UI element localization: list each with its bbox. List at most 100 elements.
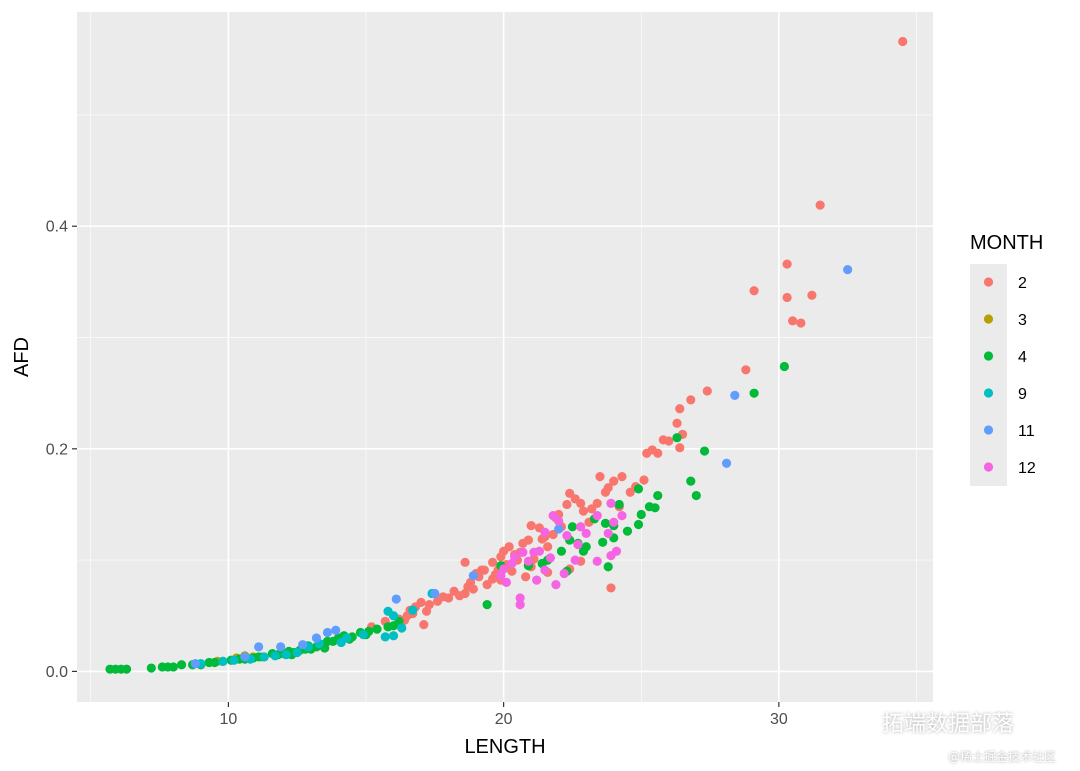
data-point bbox=[532, 575, 542, 585]
data-point bbox=[526, 521, 536, 531]
data-point bbox=[322, 627, 333, 638]
data-point bbox=[721, 458, 732, 468]
data-point bbox=[675, 404, 685, 414]
data-point bbox=[276, 642, 286, 652]
data-point bbox=[617, 510, 627, 521]
data-point bbox=[587, 504, 597, 514]
data-point bbox=[562, 531, 572, 541]
data-point bbox=[229, 655, 239, 665]
data-point bbox=[609, 476, 619, 486]
data-point bbox=[157, 662, 167, 672]
data-point bbox=[240, 652, 250, 662]
data-point bbox=[686, 476, 696, 486]
data-point bbox=[430, 588, 440, 599]
legend-label: 11 bbox=[1018, 423, 1035, 440]
data-point bbox=[259, 652, 269, 662]
data-point bbox=[146, 663, 156, 673]
data-point bbox=[254, 642, 264, 652]
watermark-text: 拓端数据部落 bbox=[882, 712, 1015, 737]
legend-title: MONTH bbox=[970, 232, 1043, 254]
data-point bbox=[482, 600, 492, 610]
data-point bbox=[565, 488, 575, 498]
data-point bbox=[518, 547, 528, 557]
data-point bbox=[449, 586, 459, 596]
data-point bbox=[488, 557, 498, 567]
data-point bbox=[545, 553, 556, 563]
data-point bbox=[460, 557, 470, 567]
data-point bbox=[642, 448, 652, 458]
data-point bbox=[570, 555, 580, 565]
legend-key bbox=[983, 462, 994, 472]
data-point bbox=[468, 571, 478, 581]
data-point bbox=[515, 593, 525, 603]
legend-label: 12 bbox=[1018, 460, 1036, 477]
grid-major bbox=[77, 12, 933, 702]
data-point bbox=[391, 594, 401, 604]
data-point bbox=[843, 265, 853, 275]
y-tick-label: 0.2 bbox=[46, 441, 68, 458]
legend-key bbox=[983, 277, 994, 287]
data-point bbox=[741, 365, 751, 375]
data-point bbox=[358, 630, 368, 640]
data-point bbox=[606, 583, 616, 593]
data-point bbox=[419, 620, 429, 630]
data-point bbox=[496, 552, 506, 562]
data-point bbox=[551, 579, 561, 590]
data-point bbox=[507, 558, 517, 569]
data-point bbox=[218, 656, 228, 666]
legend-key bbox=[983, 425, 994, 435]
data-points bbox=[105, 36, 908, 674]
data-point bbox=[672, 433, 682, 443]
legend-key bbox=[983, 314, 994, 324]
data-point bbox=[559, 568, 569, 579]
data-point bbox=[501, 577, 511, 587]
data-point bbox=[388, 621, 399, 631]
legend-key-background bbox=[970, 264, 1007, 486]
data-point bbox=[691, 490, 701, 501]
data-point bbox=[598, 537, 608, 547]
data-point bbox=[292, 647, 302, 658]
legend-key bbox=[983, 351, 994, 361]
data-point bbox=[782, 259, 792, 269]
data-point bbox=[204, 657, 214, 668]
data-point bbox=[496, 571, 506, 581]
data-point bbox=[543, 542, 553, 552]
legend-items: 2 3 4 9 11 12 bbox=[983, 275, 1036, 477]
data-point bbox=[554, 524, 564, 534]
data-point bbox=[898, 36, 908, 47]
data-point bbox=[556, 546, 567, 556]
data-point bbox=[190, 659, 200, 669]
data-point bbox=[311, 633, 322, 643]
y-tick-label: 0.4 bbox=[46, 219, 68, 236]
data-point bbox=[730, 390, 740, 400]
data-point bbox=[796, 318, 806, 328]
data-point bbox=[609, 517, 619, 527]
data-point bbox=[540, 527, 550, 537]
data-point bbox=[529, 547, 539, 557]
legend-key bbox=[983, 388, 994, 398]
data-point bbox=[298, 640, 308, 650]
data-point bbox=[592, 556, 602, 566]
data-point bbox=[432, 596, 443, 606]
data-point bbox=[603, 528, 613, 538]
data-point bbox=[622, 526, 633, 536]
wechat-icon bbox=[843, 715, 875, 735]
data-point bbox=[105, 664, 115, 674]
x-axis-title: LENGTH bbox=[464, 736, 545, 758]
data-point bbox=[672, 418, 682, 428]
data-point bbox=[788, 316, 798, 326]
data-point bbox=[176, 660, 187, 670]
data-point bbox=[270, 651, 280, 661]
x-axis: 10 20 30 bbox=[219, 702, 788, 728]
legend-label: 3 bbox=[1018, 312, 1027, 329]
watermark: 拓端数据部落 bbox=[842, 706, 1014, 738]
data-point bbox=[815, 200, 825, 210]
data-point bbox=[633, 484, 644, 494]
data-point bbox=[636, 509, 646, 520]
y-axis: 0.0 0.2 0.4 bbox=[46, 219, 77, 681]
panel-background bbox=[77, 12, 933, 702]
data-point bbox=[388, 631, 399, 641]
data-point bbox=[603, 562, 613, 572]
data-point bbox=[515, 600, 525, 610]
